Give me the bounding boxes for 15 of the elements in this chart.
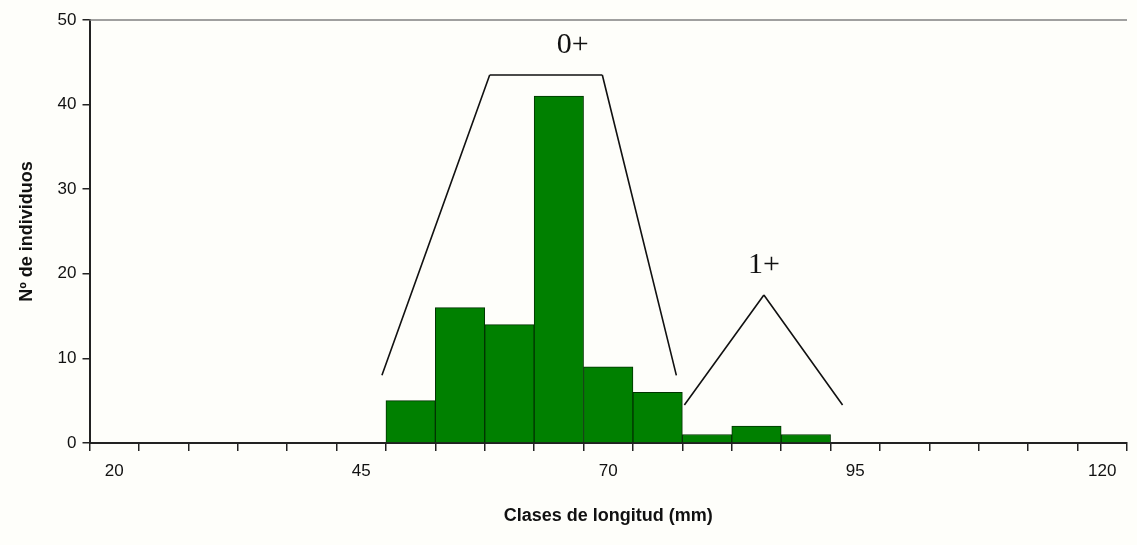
x-tick-label: 70 bbox=[598, 460, 618, 480]
y-tick-label: 20 bbox=[57, 263, 77, 283]
annotation: 0+ bbox=[556, 25, 589, 59]
x-axis-title: Clases de longitud (mm) bbox=[503, 505, 713, 526]
x-tick-label: 20 bbox=[104, 460, 124, 480]
y-tick-label: 50 bbox=[57, 9, 77, 29]
y-tick-label: 10 bbox=[57, 348, 77, 368]
annotation: 1+ bbox=[747, 245, 780, 279]
x-tick-label: 120 bbox=[1088, 460, 1117, 480]
y-axis-title: Nº de individuos bbox=[15, 161, 36, 302]
x-tick-label: 95 bbox=[845, 460, 865, 480]
x-tick-label: 45 bbox=[351, 460, 371, 480]
y-tick-label: 30 bbox=[57, 178, 77, 198]
y-tick-label: 40 bbox=[57, 94, 77, 114]
y-tick-label: 0 bbox=[67, 432, 77, 452]
